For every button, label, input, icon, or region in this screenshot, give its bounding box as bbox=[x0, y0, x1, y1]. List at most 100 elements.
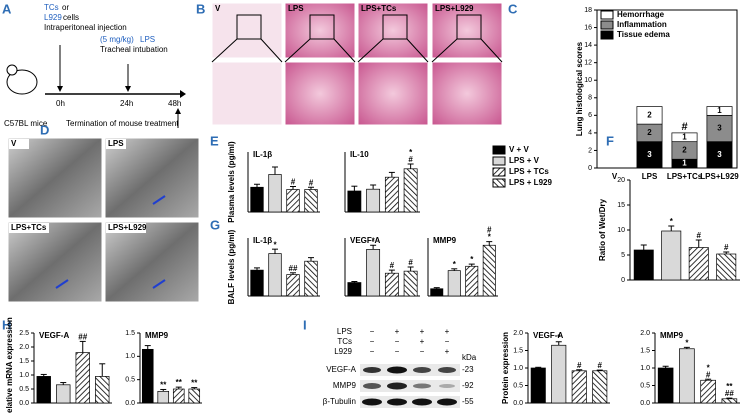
bar bbox=[465, 265, 479, 297]
label: Tracheal intubation bbox=[100, 45, 168, 54]
significance-mark: # bbox=[291, 178, 296, 187]
legend-label: V + V bbox=[509, 145, 529, 154]
legend-swatch bbox=[492, 167, 506, 177]
bar bbox=[633, 249, 654, 281]
micrograph-zoom bbox=[211, 61, 283, 126]
y-tick-label: 0.5 bbox=[640, 382, 650, 389]
data-label: 3 bbox=[717, 124, 722, 133]
significance-mark: * bbox=[273, 240, 277, 249]
blot-strip bbox=[360, 396, 460, 408]
bar bbox=[172, 388, 185, 404]
zoom-box bbox=[456, 14, 482, 40]
bar bbox=[530, 367, 546, 404]
bar-segment bbox=[671, 132, 698, 143]
y-tick-label: 0.0 bbox=[125, 400, 135, 407]
bar bbox=[188, 388, 201, 404]
y-tick-label: 5 bbox=[621, 252, 625, 259]
band bbox=[439, 384, 455, 388]
chart-title: IL-1β bbox=[253, 236, 272, 245]
arrow bbox=[55, 279, 69, 289]
x-tick-label: V bbox=[612, 172, 618, 181]
bar bbox=[592, 370, 608, 404]
bar bbox=[403, 168, 418, 213]
significance-mark: # bbox=[487, 226, 492, 235]
y-axis-label: Relative mRNA expression bbox=[5, 317, 14, 413]
y-tick-label: 1.0 bbox=[125, 353, 135, 360]
tem-image bbox=[7, 137, 103, 219]
chart-title: VEGF-A bbox=[533, 331, 563, 340]
legend-label: LPS + L929 bbox=[509, 178, 552, 187]
bar bbox=[268, 253, 282, 297]
panel-letter: A bbox=[2, 1, 12, 16]
significance-mark: ** bbox=[176, 378, 183, 387]
y-tick-label: 0.5 bbox=[19, 386, 29, 393]
significance-mark: # bbox=[598, 361, 603, 370]
bar bbox=[384, 272, 399, 297]
schematic bbox=[6, 45, 186, 128]
y-tick-label: 0 bbox=[621, 277, 625, 284]
bar bbox=[447, 270, 461, 297]
y-tick-label: 1.0 bbox=[19, 372, 29, 379]
zoom-line bbox=[211, 38, 238, 63]
y-tick-label: 1.0 bbox=[513, 365, 523, 372]
chart-title: IL-10 bbox=[350, 150, 369, 159]
panel-letter: H bbox=[2, 317, 11, 332]
chart-title: VEGF-A bbox=[350, 236, 380, 245]
micrograph-zoom bbox=[431, 61, 503, 126]
sign: − bbox=[370, 327, 375, 336]
label: L929 bbox=[44, 13, 62, 22]
panel-letter: F bbox=[606, 133, 614, 148]
y-axis-label: BALF levels (pg/ml) bbox=[227, 229, 236, 304]
bar bbox=[721, 398, 738, 404]
y-tick-label: 18 bbox=[584, 7, 592, 14]
zoom-box bbox=[236, 14, 262, 40]
label: TCs bbox=[44, 3, 59, 12]
significance-mark: * bbox=[685, 338, 689, 347]
image-label: LPS+L929 bbox=[108, 223, 147, 232]
band bbox=[413, 383, 431, 389]
y-tick-label: 14 bbox=[584, 42, 592, 49]
significance-mark: * bbox=[409, 148, 413, 157]
label-bg bbox=[9, 139, 29, 149]
image-label: LPS+TCs bbox=[361, 4, 397, 13]
significance-mark: ** bbox=[191, 379, 198, 388]
y-tick-label: 1.0 bbox=[640, 365, 650, 372]
y-tick-label: 0 bbox=[588, 165, 592, 172]
y-tick-label: 1.5 bbox=[19, 358, 29, 365]
data-label: 2 bbox=[647, 128, 652, 137]
bar bbox=[250, 186, 264, 213]
zoom-line bbox=[357, 38, 384, 63]
label-bg bbox=[106, 139, 126, 149]
significance-mark: * bbox=[372, 236, 376, 245]
sign: − bbox=[395, 347, 400, 356]
sign: + bbox=[420, 327, 425, 336]
y-tick-label: 10 bbox=[584, 77, 592, 84]
legend-swatch bbox=[492, 145, 506, 155]
label: or bbox=[62, 3, 69, 12]
y-tick-label: 0.0 bbox=[19, 400, 29, 407]
bar bbox=[141, 348, 154, 404]
y-tick-label: 2 bbox=[588, 147, 592, 154]
legend-label: Hemorrhage bbox=[617, 10, 665, 19]
significance-mark: # bbox=[706, 370, 711, 379]
y-tick-label: 0.0 bbox=[513, 400, 523, 407]
unit-label: kDa bbox=[462, 353, 477, 362]
blot-strip bbox=[360, 364, 460, 376]
arrow bbox=[152, 279, 166, 289]
zoom-line bbox=[333, 38, 356, 63]
bar bbox=[679, 348, 695, 404]
legend-swatch bbox=[600, 20, 614, 30]
sign: + bbox=[395, 327, 400, 336]
data-label: 3 bbox=[647, 150, 652, 159]
micrograph bbox=[211, 2, 283, 59]
legend-swatch bbox=[600, 30, 614, 40]
micrograph-zoom bbox=[357, 61, 429, 126]
kda-label: -92 bbox=[462, 381, 474, 390]
y-tick-label: 1.5 bbox=[513, 347, 523, 354]
label: Intraperitoneal injection bbox=[44, 23, 127, 32]
significance-mark: * bbox=[488, 233, 492, 242]
legend-label: Inflammation bbox=[617, 20, 667, 29]
significance-mark: ** bbox=[726, 382, 733, 391]
